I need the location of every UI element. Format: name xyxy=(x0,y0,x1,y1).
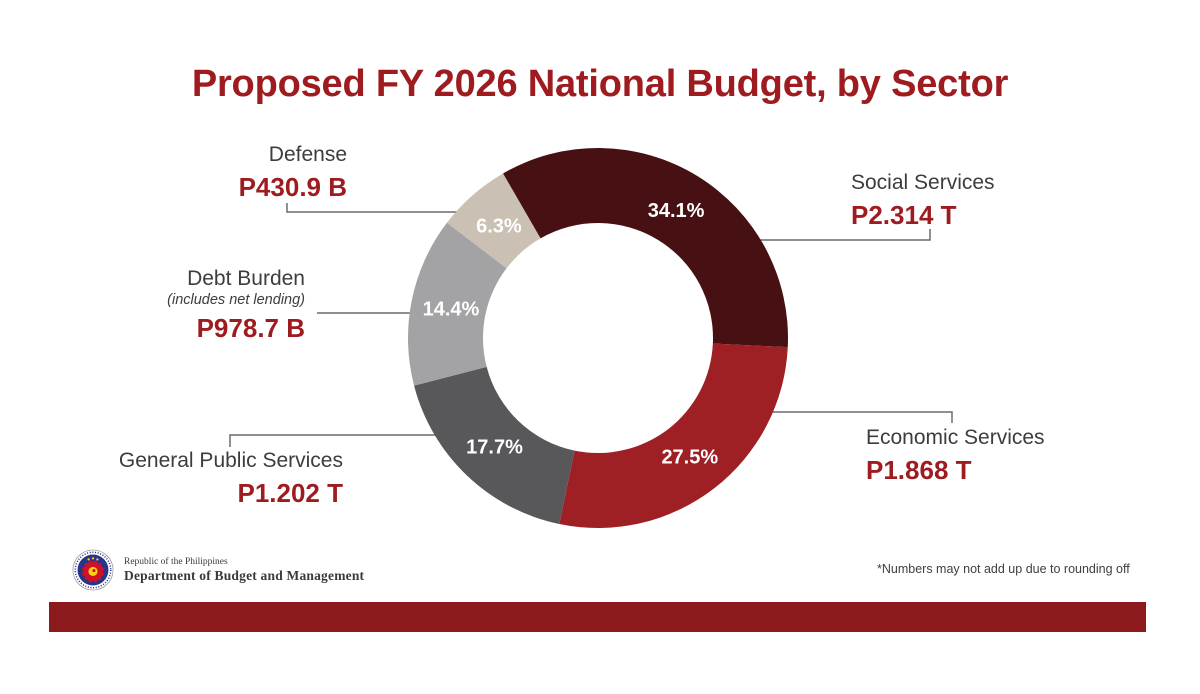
donut-segment-debt-burden xyxy=(408,222,507,386)
sector-label: Defense xyxy=(268,143,347,166)
org-name-block: Republic of the Philippines Department o… xyxy=(124,557,364,584)
percent-label: 27.5% xyxy=(661,447,718,469)
callout-debt-burden: Debt Burden (includes net lending) P978.… xyxy=(167,266,305,343)
rounding-note: *Numbers may not add up due to rounding … xyxy=(877,562,1130,576)
org-line1: Republic of the Philippines xyxy=(124,556,228,567)
bottom-accent-bar xyxy=(49,602,1146,632)
sector-value: P978.7 B xyxy=(196,313,305,343)
footer-brand: Republic of the Philippines Department o… xyxy=(72,548,364,592)
donut-segment-economic-services xyxy=(559,343,788,528)
callout-social-services: Social Services P2.314 T xyxy=(851,170,995,230)
donut-segment-general-public-services xyxy=(414,366,575,525)
percent-label: 17.7% xyxy=(466,437,523,459)
sector-value: P1.202 T xyxy=(237,478,343,508)
leader-line-economic-services xyxy=(768,411,953,423)
percent-label: 34.1% xyxy=(648,200,705,222)
org-line2: Department of Budget and Management xyxy=(124,567,365,583)
donut-segment-social-services xyxy=(503,147,788,348)
leader-line-general-public-services xyxy=(229,434,441,447)
sector-label: Social Services xyxy=(851,171,995,194)
sector-value: P2.314 T xyxy=(851,200,957,230)
callout-defense: Defense P430.9 B xyxy=(239,142,347,202)
leader-line-social-services xyxy=(755,229,931,241)
donut-segment-defense xyxy=(446,173,541,269)
sector-value: P1.868 T xyxy=(866,455,972,485)
donut-segments: 34.1% 27.5% 17.7% 14.4% 6.3% xyxy=(408,147,788,528)
page-title: Proposed FY 2026 National Budget, by Sec… xyxy=(191,63,1009,105)
leader-line-defense xyxy=(286,203,462,213)
callout-economic-services: Economic Services P1.868 T xyxy=(866,425,1045,485)
sector-label: Debt Burden xyxy=(187,267,305,290)
dbm-seal-icon xyxy=(72,549,114,591)
sector-sublabel: (includes net lending) xyxy=(167,292,305,308)
callout-general-public-services: General Public Services P1.202 T xyxy=(119,448,343,508)
sector-label: Economic Services xyxy=(866,426,1045,449)
sector-label: General Public Services xyxy=(118,449,343,472)
percent-label: 14.4% xyxy=(423,298,480,320)
percent-label: 6.3% xyxy=(476,215,522,237)
sector-value: P430.9 B xyxy=(238,172,347,202)
